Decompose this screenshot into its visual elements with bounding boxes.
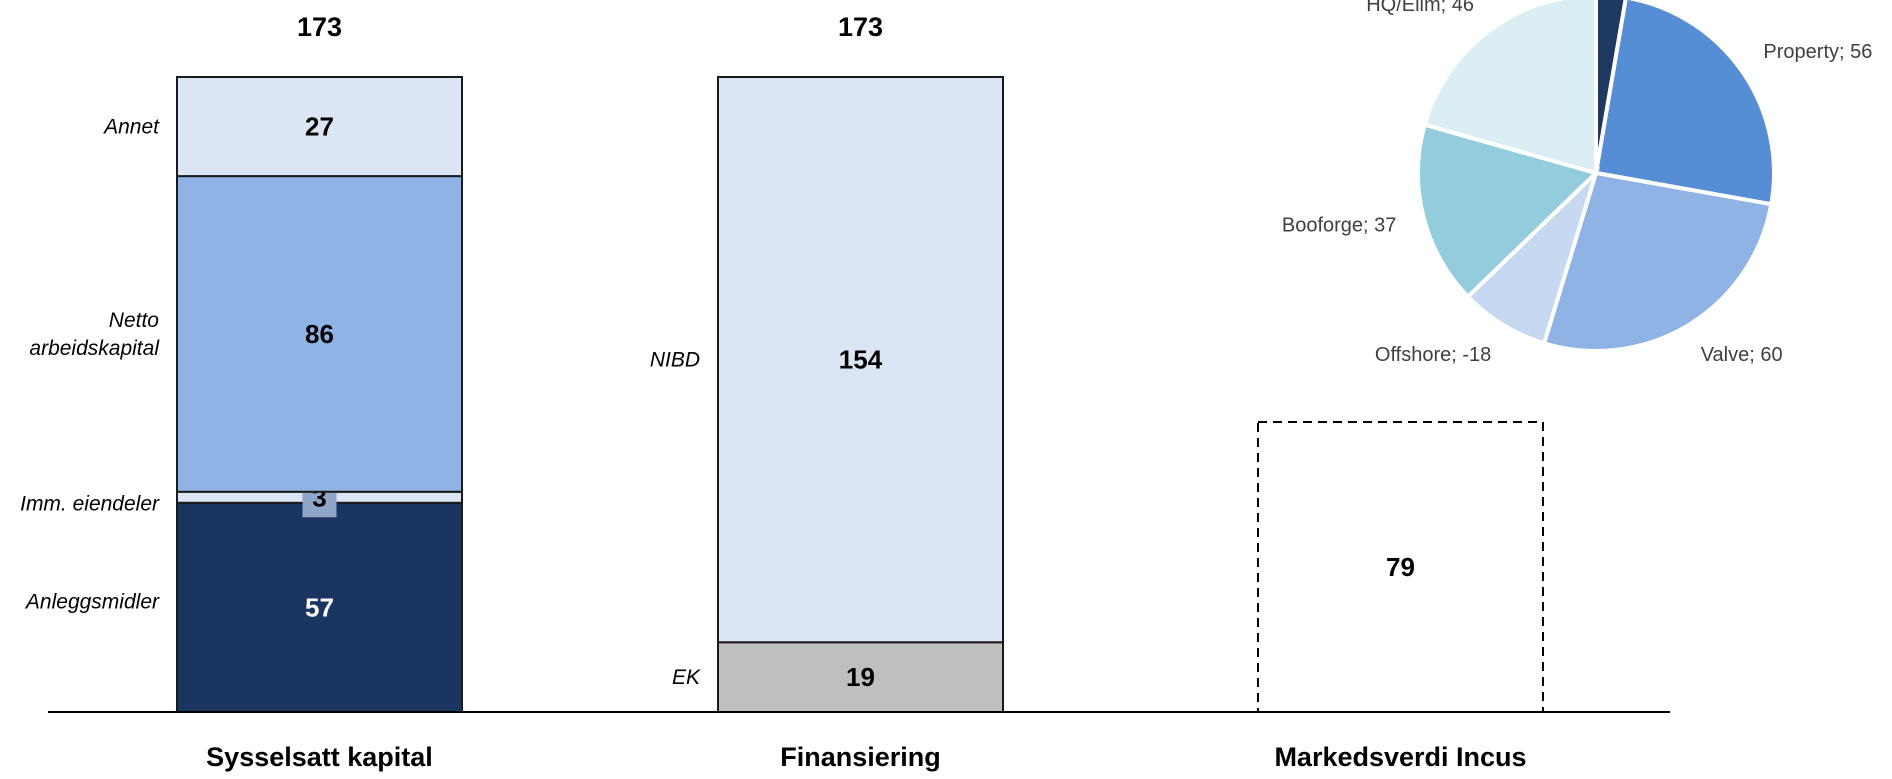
bar-segment-sysselsatt-kapital-anleggsmidler xyxy=(176,501,463,713)
segment-side-label: NIBD xyxy=(650,349,700,372)
segment-side-label: Netto xyxy=(109,309,160,332)
bar-value-label: 27 xyxy=(305,112,334,142)
bar-value-label: 79 xyxy=(1386,552,1415,582)
bar-segment-sysselsatt-kapital-annet xyxy=(176,76,463,178)
segment-side-label: Anleggsmidler xyxy=(24,590,160,613)
bar-total-label: 173 xyxy=(297,12,342,42)
pie-slice-other xyxy=(1594,0,1628,174)
pie-slice-hq-elim xyxy=(1422,0,1598,176)
pie-slice-label: HQ/Elim; 46 xyxy=(1366,0,1474,16)
pie-slice-label: Valve; 60 xyxy=(1701,344,1783,366)
pie-chart: Property; 56 Valve; 60 Offshore; -18 Boofor… xyxy=(1282,0,1872,366)
segment-side-label: EK xyxy=(672,666,701,689)
bar-total-label: 173 xyxy=(838,12,883,42)
pie-slice-property xyxy=(1593,0,1776,207)
bar-segment-finansiering-ek xyxy=(717,641,1004,714)
category-label: Sysselsatt kapital xyxy=(206,742,433,772)
segment-side-label: Annet xyxy=(102,116,160,139)
bar-value-label: 19 xyxy=(846,662,875,692)
pie-slice-booforge xyxy=(1416,122,1600,300)
bar-value-label: 86 xyxy=(305,319,334,349)
pie-slice-label: Property; 56 xyxy=(1763,41,1872,63)
segment-side-label: Imm. eiendeler xyxy=(20,492,160,515)
category-label: Finansiering xyxy=(780,742,941,772)
bar-value-label: 154 xyxy=(839,345,883,375)
category-label: Markedsverdi Incus xyxy=(1274,742,1526,772)
pie-slice-valve xyxy=(1541,170,1774,353)
segment-side-label: arbeidskapital xyxy=(29,337,160,360)
bar-segment-markedsverdi-incus-segment xyxy=(1257,421,1544,713)
pie-slice-label: Offshore; -18 xyxy=(1375,344,1491,366)
bar-value-label: 57 xyxy=(305,592,334,622)
pie-slice-label: Booforge; 37 xyxy=(1282,215,1397,237)
bar-segment-finansiering-nibd xyxy=(717,76,1004,644)
